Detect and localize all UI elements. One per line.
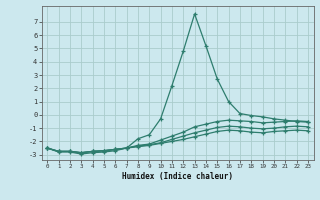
X-axis label: Humidex (Indice chaleur): Humidex (Indice chaleur) bbox=[122, 172, 233, 181]
